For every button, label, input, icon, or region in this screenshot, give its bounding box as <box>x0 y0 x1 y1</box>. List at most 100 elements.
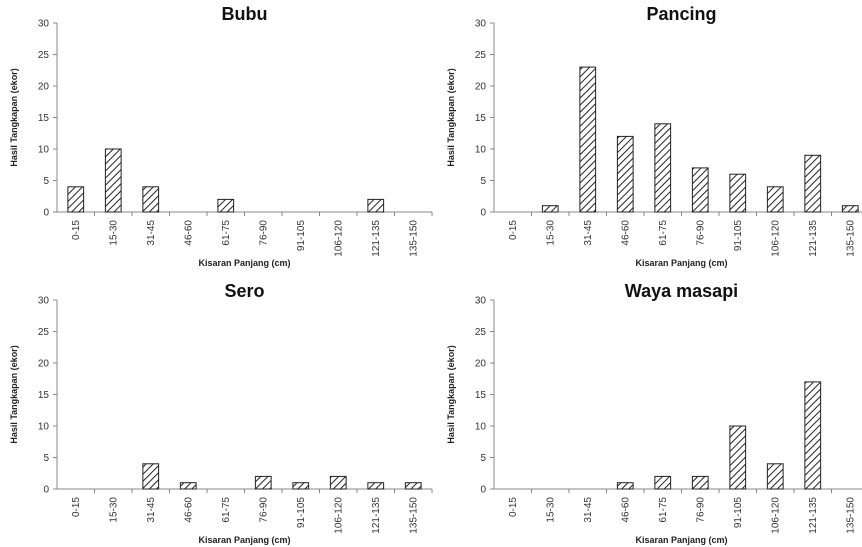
chart-3: Waya masapi 0 5 10 15 20 25 30 Hasil Tangkapan (… <box>446 281 862 545</box>
chart-title: Sero <box>224 281 264 301</box>
x-tick-label: 31-45 <box>583 497 594 523</box>
y-tick-label: 25 <box>38 327 50 338</box>
y-tick-label: 25 <box>475 50 487 61</box>
bar-121-135 <box>367 198 385 213</box>
chart-title: Waya masapi <box>625 281 738 301</box>
x-tick-label: 46-60 <box>620 497 631 523</box>
x-tick-label: 76-90 <box>695 497 706 523</box>
x-tick-label: 0-15 <box>508 497 519 517</box>
y-tick-label: 10 <box>38 422 50 433</box>
x-axis-label: Kisaran Panjang (cm) <box>198 258 290 268</box>
x-tick-label: 31-45 <box>146 497 157 523</box>
x-tick-label: 15-30 <box>108 497 119 523</box>
x-tick-label: 91-105 <box>733 497 744 529</box>
x-tick-label: 121-135 <box>808 220 819 257</box>
bar-61-75 <box>654 123 672 213</box>
y-tick-label: 0 <box>43 485 49 496</box>
x-tick-label: 61-75 <box>221 220 232 246</box>
y-tick-label: 25 <box>475 327 487 338</box>
y-tick-label: 0 <box>480 485 486 496</box>
bar-61-75 <box>654 475 672 490</box>
x-tick-label: 61-75 <box>658 220 669 246</box>
bar-135-150 <box>841 205 859 213</box>
x-tick-label: 135-150 <box>845 497 856 534</box>
x-tick-label: 106-120 <box>333 497 344 534</box>
bar-76-90 <box>254 475 272 490</box>
y-axis-label: Hasil Tangkapan (ekor) <box>9 345 19 443</box>
y-tick-label: 0 <box>480 208 486 219</box>
bar-0-15 <box>67 186 85 213</box>
x-tick-label: 61-75 <box>658 497 669 523</box>
bar-121-135 <box>367 482 385 490</box>
x-axis-label: Kisaran Panjang (cm) <box>635 258 727 268</box>
x-tick-label: 106-120 <box>333 220 344 257</box>
x-tick-label: 121-135 <box>371 220 382 257</box>
y-tick-label: 15 <box>38 113 50 124</box>
x-axis-label: Kisaran Panjang (cm) <box>635 535 727 545</box>
chart-title: Bubu <box>222 4 268 24</box>
y-tick-label: 5 <box>43 176 49 187</box>
x-tick-label: 76-90 <box>258 497 269 523</box>
x-tick-label: 61-75 <box>221 497 232 523</box>
bar-76-90 <box>691 167 709 213</box>
bar-106-120 <box>766 463 784 490</box>
x-tick-label: 31-45 <box>583 220 594 246</box>
y-tick-label: 5 <box>480 176 486 187</box>
y-tick-label: 10 <box>475 145 487 156</box>
bar-76-90 <box>691 475 709 490</box>
bar-91-105 <box>729 173 747 213</box>
bar-15-30 <box>541 205 559 213</box>
y-tick-label: 5 <box>480 453 486 464</box>
bar-46-60 <box>616 135 634 213</box>
bar-46-60 <box>616 482 634 490</box>
y-tick-label: 10 <box>475 422 487 433</box>
y-axis-label: Hasil Tangkapan (ekor) <box>446 345 456 443</box>
y-axis-label: Hasil Tangkapan (ekor) <box>9 68 19 166</box>
x-tick-label: 91-105 <box>733 220 744 252</box>
x-tick-label: 135-150 <box>845 220 856 257</box>
bar-135-150 <box>404 482 422 490</box>
x-tick-label: 15-30 <box>108 220 119 246</box>
y-tick-label: 15 <box>475 113 487 124</box>
y-tick-label: 20 <box>475 359 487 370</box>
x-tick-label: 106-120 <box>770 497 781 534</box>
bar-15-30 <box>104 148 122 213</box>
x-tick-label: 121-135 <box>808 497 819 534</box>
y-tick-label: 0 <box>43 208 49 219</box>
x-tick-label: 135-150 <box>408 497 419 534</box>
bar-46-60 <box>179 482 197 490</box>
bar-31-45 <box>142 186 160 213</box>
y-tick-label: 30 <box>38 19 50 30</box>
x-tick-label: 91-105 <box>296 497 307 529</box>
y-tick-label: 15 <box>38 390 50 401</box>
y-axis-label: Hasil Tangkapan (ekor) <box>446 68 456 166</box>
y-tick-label: 30 <box>475 19 487 30</box>
x-tick-label: 91-105 <box>296 220 307 252</box>
x-tick-label: 121-135 <box>371 497 382 534</box>
x-tick-label: 46-60 <box>183 220 194 246</box>
bar-61-75 <box>217 198 235 213</box>
x-axis-label: Kisaran Panjang (cm) <box>198 535 290 545</box>
x-tick-label: 0-15 <box>508 220 519 240</box>
x-tick-label: 15-30 <box>545 497 556 523</box>
x-tick-label: 15-30 <box>545 220 556 246</box>
y-tick-label: 30 <box>38 296 50 307</box>
y-tick-label: 25 <box>38 50 50 61</box>
y-tick-label: 20 <box>38 82 50 93</box>
bar-91-105 <box>729 425 747 490</box>
y-tick-label: 20 <box>475 82 487 93</box>
x-tick-label: 135-150 <box>408 220 419 257</box>
bar-121-135 <box>804 381 822 490</box>
x-tick-label: 31-45 <box>146 220 157 246</box>
x-tick-label: 46-60 <box>620 220 631 246</box>
chart-1: Pancing 0 5 10 15 20 25 30 Hasil Tangkapan (ekor… <box>446 4 862 268</box>
x-tick-label: 0-15 <box>71 497 82 517</box>
chart-2: Sero 0 5 10 15 20 25 30 Hasil Tangkapan (ekor) 0-… <box>9 281 433 545</box>
y-tick-label: 10 <box>38 145 50 156</box>
bar-31-45 <box>142 463 160 490</box>
y-tick-label: 15 <box>475 390 487 401</box>
y-tick-label: 20 <box>38 359 50 370</box>
x-tick-label: 0-15 <box>71 220 82 240</box>
y-tick-label: 30 <box>475 296 487 307</box>
